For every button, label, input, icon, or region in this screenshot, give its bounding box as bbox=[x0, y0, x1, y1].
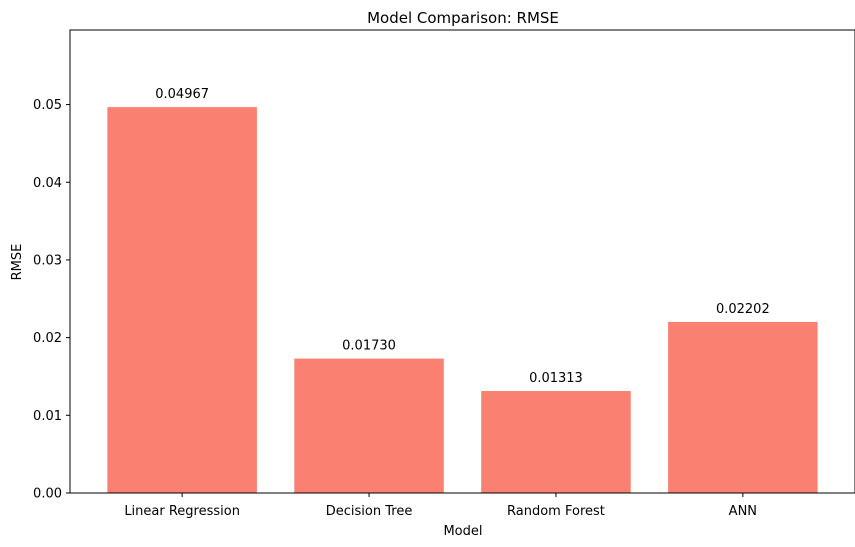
x-tick-label: Linear Regression bbox=[124, 504, 240, 519]
y-tick-label: 0.02 bbox=[33, 331, 62, 346]
bars-group bbox=[107, 107, 818, 493]
x-tick-label: Random Forest bbox=[507, 504, 605, 519]
x-axis-label: Model bbox=[443, 524, 482, 539]
x-tick-label: Decision Tree bbox=[326, 504, 413, 519]
bar bbox=[481, 391, 631, 493]
bar-value-label: 0.01730 bbox=[342, 339, 396, 354]
plot-frame bbox=[69, 29, 855, 494]
data-labels-group: 0.04967 0.01730 0.01313 0.02202 bbox=[155, 87, 769, 386]
bar-value-label: 0.02202 bbox=[716, 302, 770, 317]
y-tick-label: 0.05 bbox=[33, 98, 62, 113]
bar bbox=[107, 107, 257, 493]
y-tick-label: 0.04 bbox=[33, 176, 62, 191]
x-axis: Linear Regression Decision Tree Random For… bbox=[124, 493, 757, 519]
y-axis: 0.00 0.01 0.02 0.03 0.04 0.05 bbox=[33, 98, 70, 502]
bar-value-label: 0.01313 bbox=[529, 371, 583, 386]
y-tick-label: 0.00 bbox=[33, 487, 62, 502]
bar bbox=[668, 321, 818, 493]
y-tick-label: 0.03 bbox=[33, 253, 62, 268]
chart-title: Model Comparison: RMSE bbox=[367, 9, 559, 27]
x-tick-label: ANN bbox=[729, 504, 757, 519]
y-axis-label: RMSE bbox=[10, 244, 25, 281]
bar-value-label: 0.04967 bbox=[155, 87, 209, 102]
bar bbox=[294, 358, 444, 493]
y-tick-label: 0.01 bbox=[33, 409, 62, 424]
